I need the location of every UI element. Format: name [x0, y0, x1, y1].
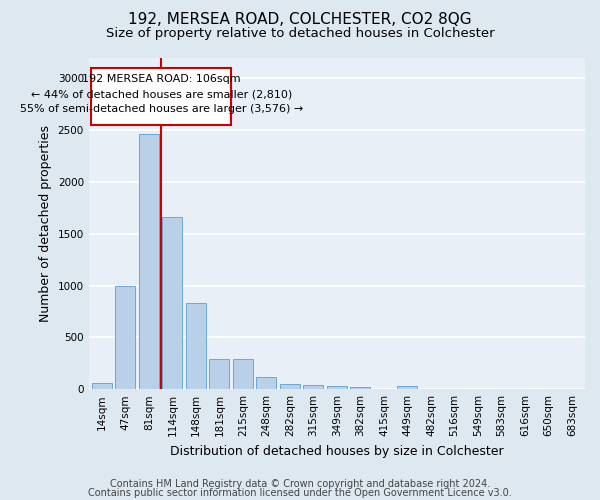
Bar [233, 359, 253, 389]
Text: Contains HM Land Registry data © Crown copyright and database right 2024.: Contains HM Land Registry data © Crown c… [110, 479, 490, 489]
Bar [186, 303, 206, 389]
Bar [91, 68, 231, 125]
Y-axis label: Number of detached properties: Number of detached properties [39, 125, 52, 322]
Bar [256, 376, 277, 389]
Text: Size of property relative to detached houses in Colchester: Size of property relative to detached ho… [106, 28, 494, 40]
Bar [163, 217, 182, 389]
Bar [327, 386, 347, 389]
Bar [350, 387, 370, 389]
Bar [139, 134, 159, 389]
Bar [115, 286, 135, 389]
Bar [92, 384, 112, 389]
Bar [304, 385, 323, 389]
Text: 192, MERSEA ROAD, COLCHESTER, CO2 8QG: 192, MERSEA ROAD, COLCHESTER, CO2 8QG [128, 12, 472, 28]
Bar [397, 386, 418, 389]
Bar [209, 359, 229, 389]
Text: 192 MERSEA ROAD: 106sqm
← 44% of detached houses are smaller (2,810)
55% of semi: 192 MERSEA ROAD: 106sqm ← 44% of detache… [20, 74, 303, 114]
Bar [280, 384, 300, 389]
Text: Contains public sector information licensed under the Open Government Licence v3: Contains public sector information licen… [88, 488, 512, 498]
X-axis label: Distribution of detached houses by size in Colchester: Distribution of detached houses by size … [170, 444, 504, 458]
